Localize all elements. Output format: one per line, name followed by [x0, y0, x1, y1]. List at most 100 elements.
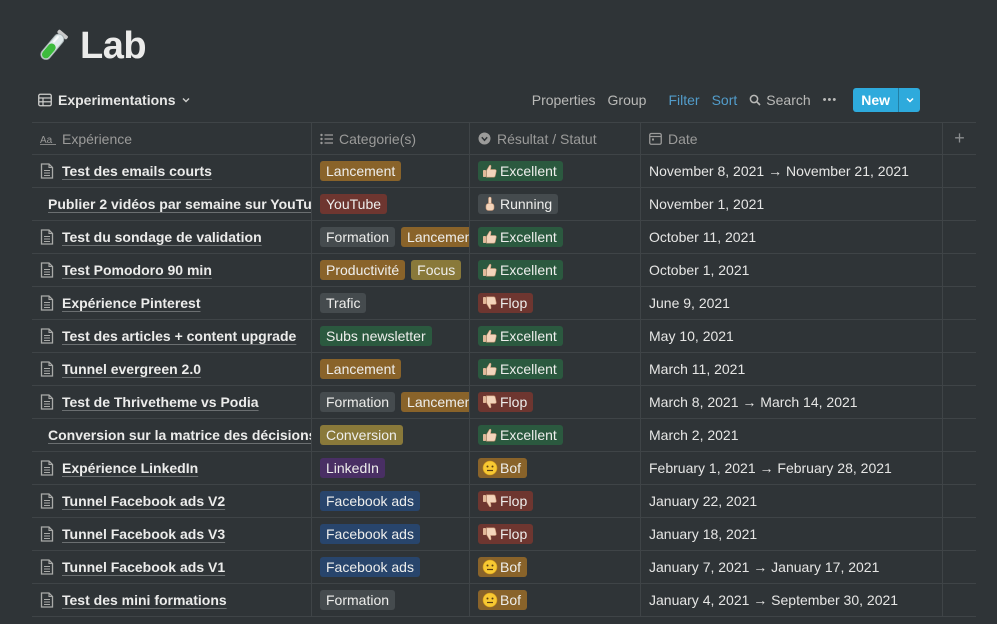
column-header-name[interactable]: Aa Expérience — [32, 123, 312, 154]
experience-name[interactable]: Conversion sur la matrice des décisions — [48, 427, 312, 443]
table-row[interactable]: Test Pomodoro 90 min Productivité Focus E… — [32, 254, 976, 287]
date-cell[interactable]: November 8, 2021 → November 21, 2021 — [641, 155, 943, 187]
experience-name-cell[interactable]: Expérience LinkedIn — [32, 452, 312, 484]
empty-cell — [943, 485, 976, 517]
categories-cell[interactable]: Formation Lancement — [312, 386, 470, 418]
categories-cell[interactable]: Lancement — [312, 155, 470, 187]
search-button[interactable]: Search — [743, 92, 816, 108]
categories-cell[interactable]: Formation Lancement — [312, 221, 470, 253]
experience-name[interactable]: Test des mini formations — [62, 592, 227, 608]
experience-name-cell[interactable]: Publier 2 vidéos par semaine sur YouTube — [32, 188, 312, 220]
status-cell[interactable]: Bof — [470, 452, 641, 484]
categories-cell[interactable]: Lancement — [312, 353, 470, 385]
experience-name[interactable]: Test de Thrivetheme vs Podia — [62, 394, 259, 410]
status-tag: Flop — [478, 491, 534, 511]
date-cell[interactable]: October 11, 2021 — [641, 221, 943, 253]
date-cell[interactable]: March 8, 2021 → March 14, 2021 — [641, 386, 943, 418]
status-cell[interactable]: Flop — [470, 287, 641, 319]
categories-cell[interactable]: Productivité Focus — [312, 254, 470, 286]
date-cell[interactable]: June 9, 2021 — [641, 287, 943, 319]
categories-cell[interactable]: Subs newsletter — [312, 320, 470, 352]
status-cell[interactable]: Bof — [470, 551, 641, 583]
table-row[interactable]: Tunnel Facebook ads V2 Facebook ads Flop… — [32, 485, 976, 518]
categories-cell[interactable]: Facebook ads — [312, 485, 470, 517]
status-cell[interactable]: Excellent — [470, 353, 641, 385]
experience-name-cell[interactable]: Tunnel Facebook ads V1 — [32, 551, 312, 583]
experience-name-cell[interactable]: Expérience Pinterest — [32, 287, 312, 319]
experience-name[interactable]: Tunnel Facebook ads V1 — [62, 559, 226, 575]
categories-cell[interactable]: Facebook ads — [312, 518, 470, 550]
view-switcher[interactable]: Experimentations — [38, 92, 191, 108]
experience-name-cell[interactable]: Test des mini formations — [32, 584, 312, 616]
table-row[interactable]: Expérience Pinterest Trafic Flop June 9,… — [32, 287, 976, 320]
date-cell[interactable]: November 1, 2021 — [641, 188, 943, 220]
categories-cell[interactable]: Trafic — [312, 287, 470, 319]
table-row[interactable]: Conversion sur la matrice des décisions … — [32, 419, 976, 452]
date-cell[interactable]: March 11, 2021 — [641, 353, 943, 385]
table-row[interactable]: Publier 2 vidéos par semaine sur YouTube… — [32, 188, 976, 221]
experience-name[interactable]: Test des emails courts — [62, 163, 212, 179]
date-cell[interactable]: January 7, 2021 → January 17, 2021 — [641, 551, 943, 583]
date-cell[interactable]: May 10, 2021 — [641, 320, 943, 352]
experience-name[interactable]: Test Pomodoro 90 min — [62, 262, 212, 278]
experience-name[interactable]: Tunnel Facebook ads V3 — [62, 526, 226, 542]
experience-name-cell[interactable]: Test des emails courts — [32, 155, 312, 187]
status-cell[interactable]: Running — [470, 188, 641, 220]
sort-button[interactable]: Sort — [711, 92, 738, 108]
table-row[interactable]: Test des articles + content upgrade Subs… — [32, 320, 976, 353]
status-cell[interactable]: Excellent — [470, 419, 641, 451]
status-cell[interactable]: Flop — [470, 386, 641, 418]
experience-name[interactable]: Test du sondage de validation — [62, 229, 262, 245]
experience-name[interactable]: Publier 2 vidéos par semaine sur YouTube — [48, 196, 312, 212]
experience-name-cell[interactable]: Test du sondage de validation — [32, 221, 312, 253]
new-dropdown-button[interactable] — [898, 88, 920, 112]
status-cell[interactable]: Excellent — [470, 320, 641, 352]
categories-cell[interactable]: Conversion — [312, 419, 470, 451]
date-cell[interactable]: February 1, 2021 → February 28, 2021 — [641, 452, 943, 484]
table-row[interactable]: Tunnel evergreen 2.0 Lancement Excellent… — [32, 353, 976, 386]
experience-name-cell[interactable]: Test de Thrivetheme vs Podia — [32, 386, 312, 418]
experience-name[interactable]: Tunnel Facebook ads V2 — [62, 493, 226, 509]
table-row[interactable]: Test du sondage de validation Formation L… — [32, 221, 976, 254]
experience-name[interactable]: Expérience Pinterest — [62, 295, 201, 311]
column-header-date[interactable]: Date — [641, 123, 943, 154]
table-row[interactable]: Test des emails courts Lancement Excelle… — [32, 155, 976, 188]
table-row[interactable]: Test des mini formations Formation Bof J… — [32, 584, 976, 617]
experience-name-cell[interactable]: Tunnel Facebook ads V2 — [32, 485, 312, 517]
experience-name-cell[interactable]: Tunnel Facebook ads V3 — [32, 518, 312, 550]
properties-button[interactable]: Properties — [531, 92, 596, 108]
new-button[interactable]: New — [861, 92, 890, 108]
table-row[interactable]: Tunnel Facebook ads V1 Facebook ads Bof … — [32, 551, 976, 584]
add-column-button[interactable]: + — [943, 123, 976, 154]
experience-name[interactable]: Tunnel evergreen 2.0 — [62, 361, 202, 377]
experience-name-cell[interactable]: Tunnel evergreen 2.0 — [32, 353, 312, 385]
table-row[interactable]: Expérience LinkedIn LinkedIn Bof Februar… — [32, 452, 976, 485]
categories-cell[interactable]: Facebook ads — [312, 551, 470, 583]
date-cell[interactable]: January 22, 2021 — [641, 485, 943, 517]
experience-name-cell[interactable]: Test des articles + content upgrade — [32, 320, 312, 352]
date-cell[interactable]: January 4, 2021 → September 30, 2021 — [641, 584, 943, 616]
date-cell[interactable]: October 1, 2021 — [641, 254, 943, 286]
categories-cell[interactable]: LinkedIn — [312, 452, 470, 484]
date-cell[interactable]: March 2, 2021 — [641, 419, 943, 451]
status-cell[interactable]: Excellent — [470, 221, 641, 253]
date-cell[interactable]: January 18, 2021 — [641, 518, 943, 550]
experience-name-cell[interactable]: Test Pomodoro 90 min — [32, 254, 312, 286]
status-cell[interactable]: Excellent — [470, 155, 641, 187]
column-header-status[interactable]: Résultat / Statut — [470, 123, 641, 154]
experience-name-cell[interactable]: Conversion sur la matrice des décisions — [32, 419, 312, 451]
table-row[interactable]: Tunnel Facebook ads V3 Facebook ads Flop… — [32, 518, 976, 551]
status-cell[interactable]: Flop — [470, 485, 641, 517]
experience-name[interactable]: Test des articles + content upgrade — [62, 328, 297, 344]
filter-button[interactable]: Filter — [668, 92, 700, 108]
table-row[interactable]: Test de Thrivetheme vs Podia Formation La… — [32, 386, 976, 419]
more-options-button[interactable]: ••• — [822, 94, 838, 106]
categories-cell[interactable]: Formation — [312, 584, 470, 616]
group-button[interactable]: Group — [607, 92, 647, 108]
categories-cell[interactable]: YouTube — [312, 188, 470, 220]
column-header-categories[interactable]: Categorie(s) — [312, 123, 470, 154]
experience-name[interactable]: Expérience LinkedIn — [62, 460, 199, 476]
status-cell[interactable]: Bof — [470, 584, 641, 616]
status-cell[interactable]: Flop — [470, 518, 641, 550]
status-cell[interactable]: Excellent — [470, 254, 641, 286]
